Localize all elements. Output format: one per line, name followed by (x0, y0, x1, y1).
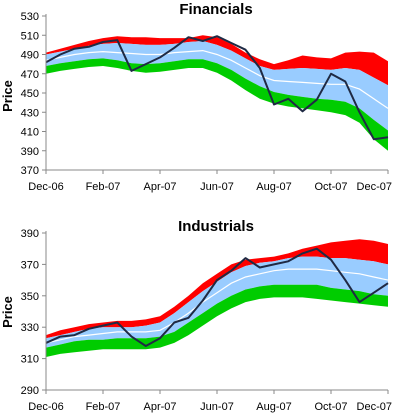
financials-upper-outer-band (46, 35, 388, 86)
industrials-x-tick-label: Aug-07 (256, 401, 291, 413)
industrials-panel: Industrials Price 290 310 330 350 370 390 Dec-… (0, 218, 392, 413)
industrials-x-tick-label: Dec-07 (357, 401, 392, 413)
industrials-y-tick-label: 390 (21, 228, 39, 240)
industrials-x-tick-label: Jun-07 (200, 401, 234, 413)
financials-title: Financials (179, 1, 252, 18)
financials-lower-outer-band (46, 58, 388, 151)
industrials-plot-area: 290 310 330 350 370 390 Dec-06 Feb-07 Apr-07 Jun-… (21, 228, 392, 413)
financials-y-tick-label: 470 (21, 69, 39, 81)
financials-x-tick-label: Feb-07 (86, 181, 121, 193)
financials-y-tick-label: 430 (21, 107, 39, 119)
industrials-moving-average-line (45, 268, 389, 344)
financials-price-line (45, 35, 389, 141)
industrials-x-tick-label: Apr-07 (143, 401, 176, 413)
financials-x-tick-label: Jun-07 (200, 181, 234, 193)
financials-y-tick-label: 370 (21, 165, 39, 177)
financials-y-tick-label: 410 (21, 127, 39, 139)
industrials-y-tick-label: 290 (21, 385, 39, 397)
financials-y-axis-label: Price (0, 80, 15, 112)
industrials-lower-outer-band (46, 284, 388, 357)
financials-panel: Financials Price 370 390 410 430 450 470 490 51… (0, 1, 392, 193)
industrials-y-axis-label: Price (0, 296, 15, 328)
financials-x-tick-label: Oct-07 (314, 181, 347, 193)
financials-x-tick-label: Apr-07 (143, 181, 176, 193)
industrials-inner-band (46, 256, 388, 348)
industrials-price-line (45, 247, 389, 347)
financials-x-tick-label: Dec-07 (357, 181, 392, 193)
industrials-y-tick-label: 330 (21, 322, 39, 334)
financials-y-tick-label: 510 (21, 30, 39, 42)
industrials-y-tick-label: 310 (21, 354, 39, 366)
industrials-x-tick-label: Dec-06 (28, 401, 63, 413)
financials-y-tick-label: 530 (21, 11, 39, 23)
industrials-x-tick-label: Oct-07 (314, 401, 347, 413)
financials-y-tick-label: 450 (21, 88, 39, 100)
industrials-upper-outer-band (46, 239, 388, 339)
financials-y-tick-label: 490 (21, 50, 39, 62)
industrials-x-tick-label: Feb-07 (86, 401, 121, 413)
industrials-y-tick-label: 350 (21, 291, 39, 303)
financials-moving-average-line (45, 49, 389, 109)
financials-x-tick-label: Dec-06 (28, 181, 63, 193)
financials-inner-band (46, 41, 388, 131)
financials-plot-area: 370 390 410 430 450 470 490 510 530 Dec-06 Feb-07 A… (21, 11, 392, 193)
financials-x-tick-label: Aug-07 (256, 181, 291, 193)
financials-y-tick-label: 390 (21, 146, 39, 158)
industrials-y-tick-label: 370 (21, 259, 39, 271)
industrials-title: Industrials (178, 218, 254, 235)
